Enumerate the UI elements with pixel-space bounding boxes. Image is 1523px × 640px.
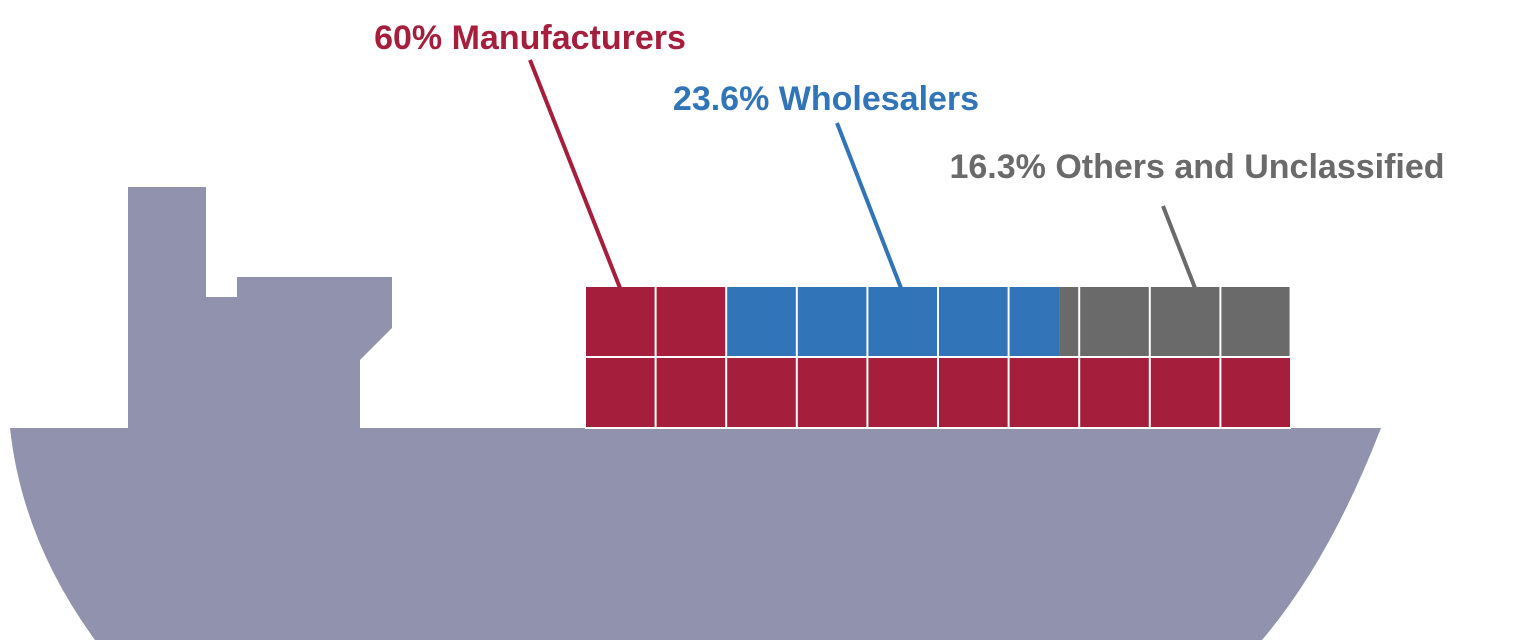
series-name: Others and Unclassified xyxy=(1055,148,1444,186)
container-segment xyxy=(867,286,938,357)
page: 60% Manufacturers 23.6% Wholesalers 16.3… xyxy=(0,0,1523,640)
container-segment xyxy=(656,357,727,428)
leader-line xyxy=(530,60,620,288)
value-label: 23.6% xyxy=(673,80,769,118)
leader-line xyxy=(1163,206,1195,288)
series-label: 60% Manufacturers xyxy=(374,19,686,57)
value-label: 60% xyxy=(374,19,442,57)
container-segment xyxy=(797,286,868,357)
container-segment xyxy=(585,286,656,357)
container-segment xyxy=(1220,357,1291,428)
container-segment xyxy=(797,357,868,428)
value-label: 16.3% xyxy=(949,148,1045,186)
container-segment xyxy=(726,357,797,428)
container-segment xyxy=(1220,286,1289,357)
series-label: 23.6% Wholesalers xyxy=(673,80,979,118)
containers xyxy=(585,286,1291,428)
container-segment xyxy=(1150,357,1221,428)
ship-hull xyxy=(10,428,1381,640)
container-segment xyxy=(1009,357,1080,428)
container-segment xyxy=(867,357,938,428)
container-segment xyxy=(938,286,1009,357)
container-segment xyxy=(1150,286,1221,357)
container-segment xyxy=(1079,286,1150,357)
container-segment xyxy=(726,286,797,357)
container-segment xyxy=(1009,286,1060,357)
series-name: Wholesalers xyxy=(779,80,979,118)
chart: 60% Manufacturers 23.6% Wholesalers 16.3… xyxy=(0,0,1523,640)
container-segment xyxy=(1079,357,1150,428)
container-segment xyxy=(938,357,1009,428)
container-segment xyxy=(1059,286,1079,357)
ship-superstructure xyxy=(128,187,392,430)
container-segment xyxy=(656,286,727,357)
container-segment xyxy=(585,357,656,428)
series-name: Manufacturers xyxy=(452,19,686,57)
series-label: 16.3% Others and Unclassified xyxy=(949,148,1444,186)
leader-line xyxy=(837,123,901,288)
